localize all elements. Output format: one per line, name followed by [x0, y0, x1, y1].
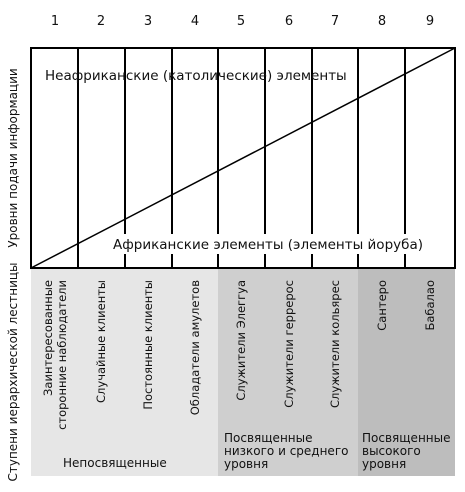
column-number: 2 — [97, 14, 105, 29]
step-label: Постоянные клиенты — [141, 280, 155, 410]
column-number: 9 — [426, 14, 434, 29]
group-label: Посвященные высокого уровня — [362, 431, 451, 471]
step-label: Сантеро — [375, 280, 389, 331]
column-number: 6 — [285, 14, 293, 29]
column-number: 5 — [237, 14, 245, 29]
column-number: 4 — [191, 14, 199, 29]
step-label: Бабалао — [423, 280, 437, 331]
step-labels: Заинтересованныесторонние наблюдатели Слу… — [41, 280, 437, 430]
step-label: Служители Элеггуа — [234, 280, 248, 401]
column-number: 3 — [144, 14, 152, 29]
group-labels: Непосвященные Посвященные низкого и средне… — [63, 431, 451, 471]
y-axis-top-label: Уровни подачи информации — [6, 68, 20, 247]
group-label: Посвященные низкого и среднего уровня — [224, 431, 348, 471]
group-band-uninitiated — [31, 268, 218, 476]
diagonal-boundary — [30, 47, 456, 269]
column-numbers: 1 2 3 4 5 6 7 8 9 — [51, 14, 434, 29]
column-number: 7 — [331, 14, 339, 29]
step-label: Обладатели амулетов — [188, 280, 202, 415]
lower-region-label: Африканские элементы (элементы йоруба) — [113, 237, 423, 253]
group-band-low-middle — [218, 268, 358, 476]
column-number: 8 — [378, 14, 386, 29]
step-label: Служители кольярес — [328, 280, 342, 408]
diagram-frame — [30, 47, 456, 269]
y-axis-bottom-label: Ступени иерархической лестницы — [6, 262, 20, 481]
group-band-high — [358, 268, 455, 476]
group-label: Непосвященные — [63, 456, 167, 470]
column-number: 1 — [51, 14, 59, 29]
step-label: Заинтересованныесторонние наблюдатели — [41, 280, 69, 430]
step-label: Случайные клиенты — [94, 280, 108, 403]
lower-label-backdrop — [108, 234, 430, 254]
step-label: Служители геррерос — [282, 280, 296, 408]
upper-region-label: Неафриканские (католические) элементы — [45, 68, 347, 84]
column-dividers — [77, 48, 406, 268]
